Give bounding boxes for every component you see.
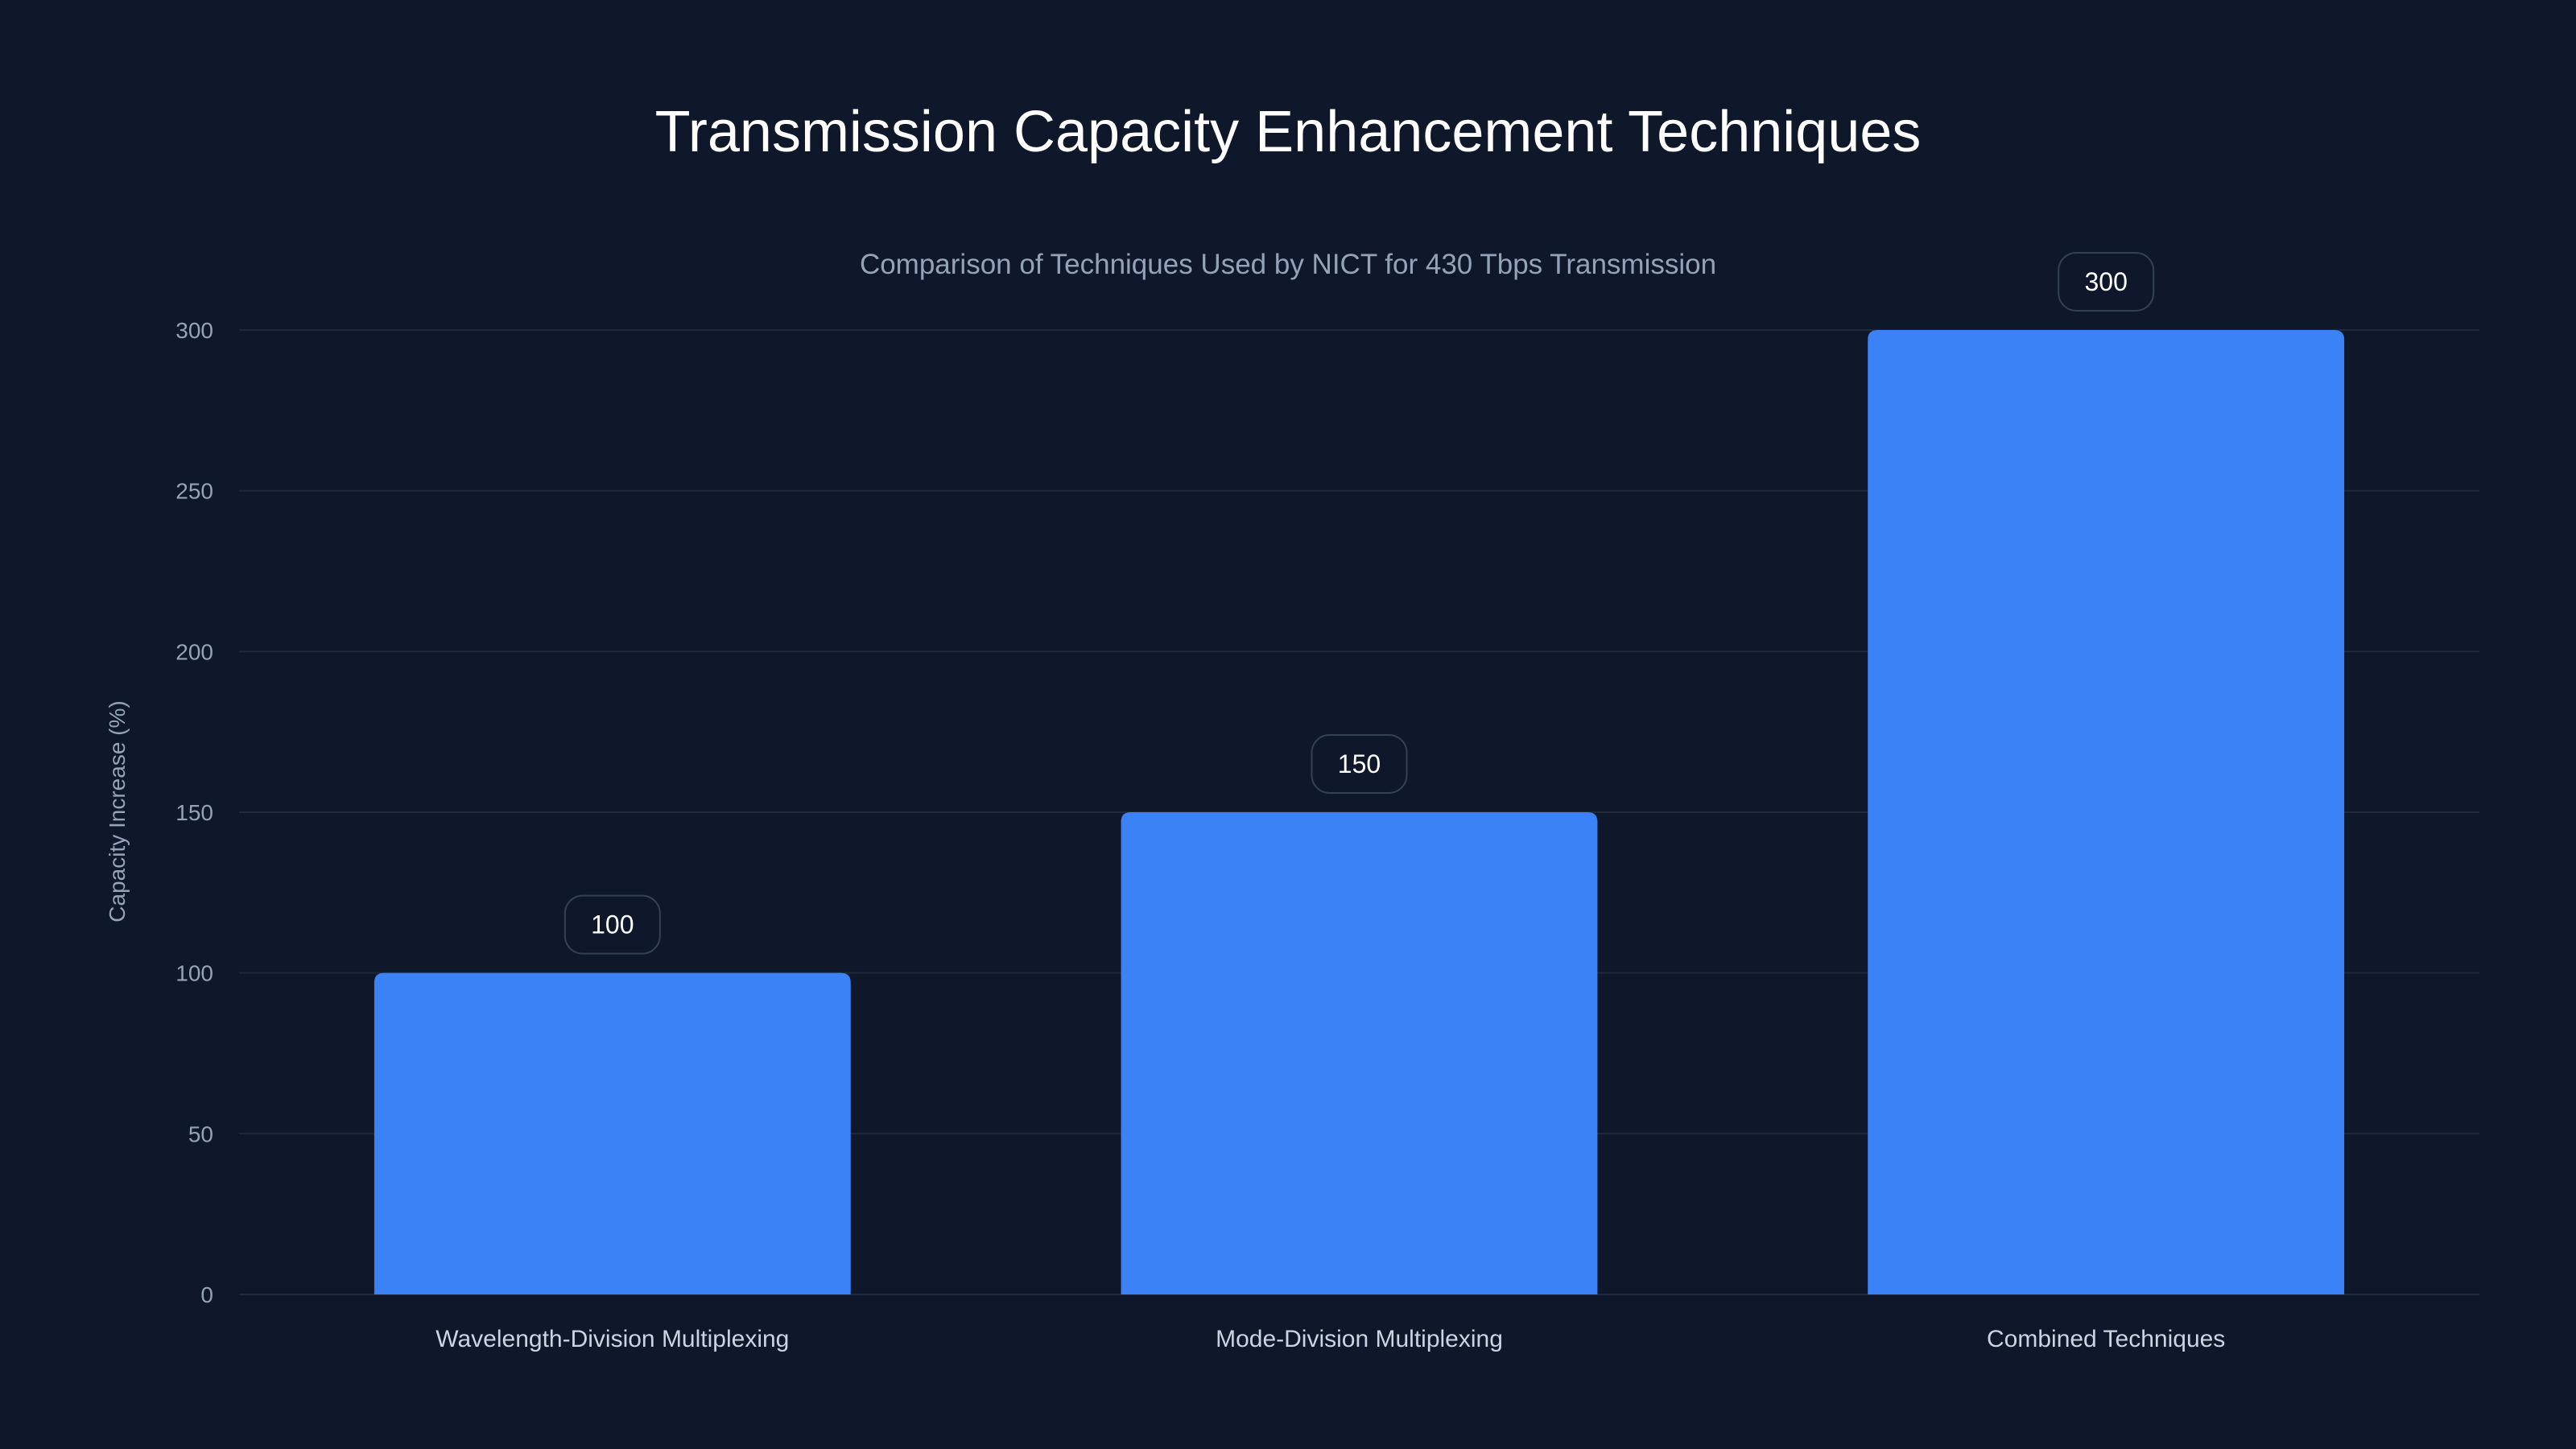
y-axis-label: Capacity Increase (%) [105,700,130,922]
data-label: 100 [591,910,634,939]
data-label-box [2058,252,2155,312]
data-label-box [564,894,661,955]
bar [1121,812,1598,1294]
y-tick-label: 250 [175,479,213,504]
bar [1868,330,2345,1294]
x-tick-label: Mode-Division Multiplexing [1216,1326,1503,1352]
bar [374,972,851,1294]
y-tick-label: 50 [188,1121,213,1146]
data-label: 150 [1338,749,1381,778]
y-tick-label: 300 [175,318,213,343]
y-tick-label: 0 [200,1282,213,1307]
data-label-box [1311,734,1408,794]
chart-subtitle: Comparison of Techniques Used by NICT fo… [860,249,1716,280]
y-tick-label: 100 [175,961,213,986]
x-tick-label: Combined Techniques [1987,1326,2225,1352]
x-tick-label: Wavelength-Division Multiplexing [436,1326,789,1352]
y-tick-label: 150 [175,800,213,825]
data-label: 300 [2084,267,2127,296]
chart-title: Transmission Capacity Enhancement Techni… [655,100,1922,164]
y-tick-label: 200 [175,639,213,664]
